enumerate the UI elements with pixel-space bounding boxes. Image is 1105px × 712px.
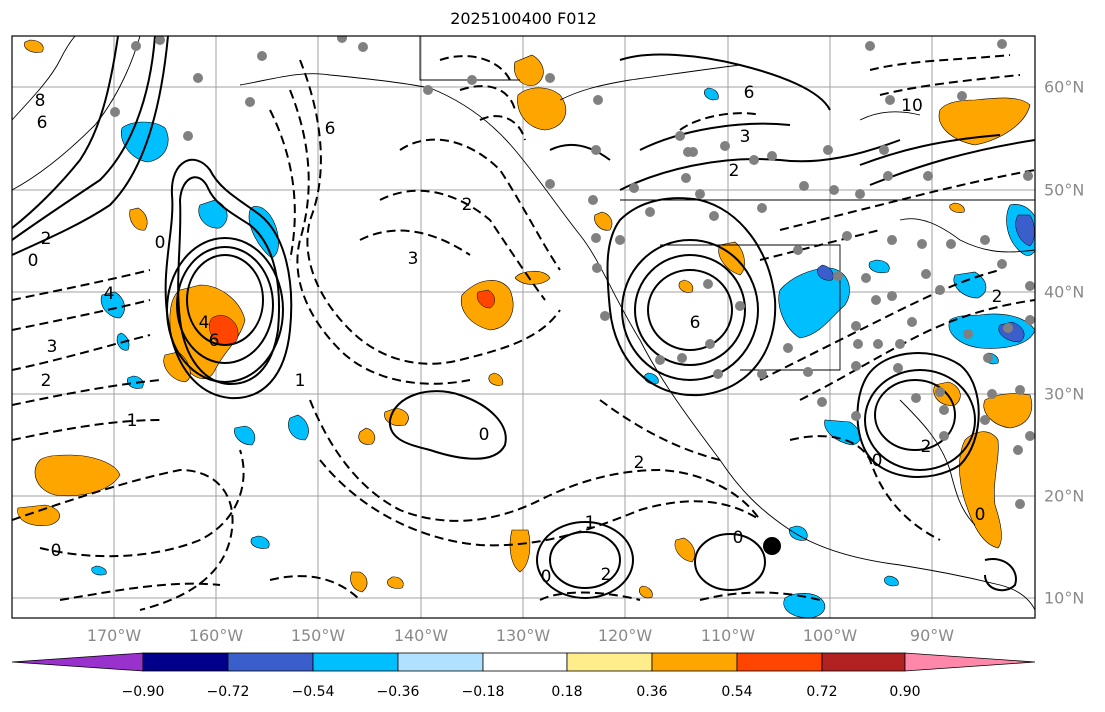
contour-label: 1 — [295, 371, 306, 391]
contour-label: 4 — [199, 313, 210, 333]
colorbar-segment — [482, 652, 568, 672]
colorbar — [11, 652, 1036, 672]
contour-label: 6 — [690, 313, 701, 333]
contour-label: 6 — [325, 119, 336, 139]
contour-label: 0 — [155, 233, 166, 253]
lat-label: 20°N — [1044, 486, 1085, 506]
colorbar-tick-label: 0.18 — [551, 684, 583, 700]
dashed-contours — [12, 54, 1035, 611]
contour-label: 6 — [744, 83, 755, 103]
colorbar-segment — [651, 652, 738, 672]
strong-positive-regions — [209, 289, 495, 346]
lon-label: 140°W — [393, 626, 449, 645]
contour-label: 3 — [408, 249, 419, 269]
contour-label: 2 — [41, 371, 52, 391]
contour-label: 6 — [37, 113, 48, 133]
colorbar-tick-label: −0.72 — [206, 684, 250, 700]
colorbar-segment — [821, 652, 906, 672]
colorbar-segment — [11, 652, 144, 672]
lon-label: 90°W — [909, 626, 955, 645]
colorbar-tick-label: −0.54 — [291, 684, 335, 700]
contour-label: 0 — [872, 451, 883, 471]
contour-label: 0 — [28, 251, 39, 271]
lon-label: 120°W — [597, 626, 653, 645]
lat-label: 60°N — [1044, 77, 1085, 97]
contour-label: 1 — [585, 513, 596, 533]
map-title: 2025100400 F012 — [450, 9, 597, 28]
positive-anomaly-regions — [17, 39, 1033, 599]
contour-label: 2 — [729, 161, 740, 181]
negative-anomaly-regions — [91, 87, 1035, 618]
contour-labels: 8 6 2 0 4 3 2 1 0 6 4 0 1 6 2 3 0 2 1 0 … — [28, 83, 1003, 587]
contour-label: 4 — [104, 284, 115, 304]
colorbar-tick-label: −0.18 — [461, 684, 505, 700]
solid-contours — [12, 36, 1035, 599]
colorbar-segment — [142, 652, 229, 672]
coastlines — [12, 36, 1035, 611]
colorbar-segment — [904, 652, 1036, 672]
lon-label: 110°W — [700, 626, 756, 645]
lat-label: 10°N — [1044, 588, 1085, 608]
colorbar-tick-label: −0.90 — [121, 684, 165, 700]
colorbar-segment — [566, 652, 653, 672]
colorbar-segment — [227, 652, 314, 672]
contour-label: 2 — [41, 229, 52, 249]
contour-label: 3 — [740, 127, 751, 147]
lat-label: 30°N — [1044, 384, 1085, 404]
contour-label: 0 — [733, 528, 744, 548]
map-border — [11, 35, 1036, 619]
contour-label: 0 — [975, 505, 986, 525]
lon-label: 150°W — [290, 626, 346, 645]
contour-label: 10 — [901, 96, 923, 116]
map-content: 8 6 2 0 4 3 2 1 0 6 4 0 1 6 2 3 0 2 1 0 … — [12, 36, 1035, 618]
contour-label: 2 — [462, 195, 473, 215]
lon-label: 130°W — [495, 626, 551, 645]
contour-label: 1 — [127, 411, 138, 431]
contour-label: 2 — [992, 287, 1003, 307]
colorbar-tick-label: 0.90 — [889, 684, 921, 700]
colorbar-segment — [736, 652, 823, 672]
colorbar-tick-label: 0.36 — [636, 684, 668, 700]
lat-label: 50°N — [1044, 180, 1085, 200]
colorbar-segment — [312, 652, 399, 672]
lat-label: 40°N — [1044, 282, 1085, 302]
lon-label: 170°W — [86, 626, 142, 645]
lon-label: 100°W — [802, 626, 858, 645]
contour-label: 3 — [47, 337, 58, 357]
contour-label: 0 — [479, 425, 490, 445]
colorbar-tick-label: 0.72 — [806, 684, 838, 700]
contour-label: 2 — [921, 437, 932, 457]
contour-label: 6 — [209, 331, 220, 351]
location-marker — [763, 537, 781, 555]
lon-label: 160°W — [188, 626, 244, 645]
contour-label: 2 — [634, 453, 645, 473]
contour-label: 0 — [541, 567, 552, 587]
colorbar-tick-label: 0.54 — [721, 684, 753, 700]
station-markers — [110, 36, 1035, 509]
contour-label: 2 — [601, 565, 612, 585]
strong-negative-regions — [817, 214, 1035, 343]
contour-label: 8 — [35, 91, 46, 111]
contour-label: 0 — [51, 541, 62, 561]
colorbar-tick-label: −0.36 — [376, 684, 420, 700]
colorbar-segment — [397, 652, 484, 672]
